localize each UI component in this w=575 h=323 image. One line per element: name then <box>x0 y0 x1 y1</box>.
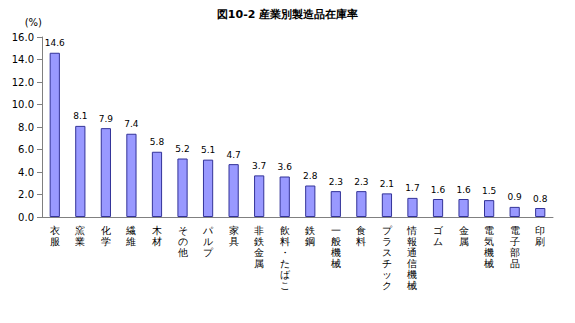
svg-text:の: の <box>178 236 188 247</box>
svg-text:料: 料 <box>280 236 290 247</box>
svg-text:ル: ル <box>203 236 213 247</box>
svg-text:通: 通 <box>407 247 417 258</box>
svg-text:5.2: 5.2 <box>175 144 189 154</box>
svg-text:2.3: 2.3 <box>354 177 368 187</box>
svg-text:8.0: 8.0 <box>18 122 34 133</box>
svg-text:電: 電 <box>510 225 520 236</box>
svg-text:情: 情 <box>406 225 417 236</box>
svg-text:1.7: 1.7 <box>405 183 419 193</box>
svg-text:ク: ク <box>382 280 392 291</box>
svg-text:2.0: 2.0 <box>18 189 34 200</box>
svg-text:繊: 繊 <box>125 225 136 236</box>
svg-text:プ: プ <box>382 225 393 236</box>
svg-text:ム: ム <box>433 236 443 247</box>
svg-text:部: 部 <box>510 247 520 258</box>
svg-text:子: 子 <box>510 236 520 247</box>
svg-text:2.1: 2.1 <box>380 179 394 189</box>
svg-text:業: 業 <box>75 236 85 247</box>
svg-text:た: た <box>280 258 290 269</box>
svg-text:鉄: 鉄 <box>254 236 264 247</box>
svg-text:木: 木 <box>152 225 162 236</box>
svg-text:4.7: 4.7 <box>226 150 240 160</box>
svg-text:ッ: ッ <box>382 269 392 280</box>
svg-text:5.1: 5.1 <box>201 145 215 155</box>
svg-text:こ: こ <box>280 280 290 291</box>
svg-text:(%): (%) <box>25 17 42 28</box>
svg-text:学: 学 <box>101 236 111 247</box>
svg-text:0.0: 0.0 <box>18 212 34 223</box>
svg-text:16.0: 16.0 <box>12 32 34 43</box>
svg-text:械: 械 <box>331 258 341 269</box>
svg-text:0.8: 0.8 <box>533 194 548 204</box>
svg-text:機: 機 <box>331 247 341 258</box>
svg-text:具: 具 <box>229 236 239 247</box>
svg-text:鋼: 鋼 <box>305 236 315 247</box>
svg-text:非: 非 <box>254 225 264 236</box>
svg-text:そ: そ <box>178 225 188 236</box>
svg-text:服: 服 <box>50 236 60 247</box>
svg-text:14.6: 14.6 <box>45 38 65 48</box>
svg-text:チ: チ <box>382 258 392 269</box>
svg-text:属: 属 <box>254 258 264 269</box>
svg-text:化: 化 <box>101 225 111 236</box>
svg-text:信: 信 <box>407 258 417 269</box>
svg-text:品: 品 <box>510 258 520 269</box>
svg-text:ゴ: ゴ <box>433 225 444 236</box>
svg-text:材: 材 <box>151 236 162 247</box>
svg-text:図10-2 産業別製造品在庫率: 図10-2 産業別製造品在庫率 <box>217 8 358 21</box>
svg-text:般: 般 <box>331 236 341 247</box>
svg-text:他: 他 <box>178 247 188 258</box>
svg-text:鉄: 鉄 <box>305 225 315 236</box>
svg-text:械: 械 <box>484 258 494 269</box>
svg-text:械: 械 <box>407 280 417 291</box>
svg-text:気: 気 <box>484 236 494 247</box>
svg-text:8.1: 8.1 <box>73 111 87 121</box>
svg-text:5.8: 5.8 <box>150 137 165 147</box>
svg-text:金: 金 <box>459 225 469 236</box>
svg-text:6.0: 6.0 <box>18 144 34 155</box>
svg-text:2.8: 2.8 <box>303 171 318 181</box>
svg-text:衣: 衣 <box>50 225 60 236</box>
svg-text:プ: プ <box>203 247 214 258</box>
svg-text:食: 食 <box>356 225 366 236</box>
svg-text:3.6: 3.6 <box>278 162 293 172</box>
svg-text:ス: ス <box>382 247 392 258</box>
svg-text:金: 金 <box>254 247 264 258</box>
svg-text:維: 維 <box>125 236 136 247</box>
svg-text:0.9: 0.9 <box>508 192 523 202</box>
svg-text:10.0: 10.0 <box>12 99 34 110</box>
svg-text:パ: パ <box>202 225 214 236</box>
svg-text:1.6: 1.6 <box>431 185 446 195</box>
svg-text:刷: 刷 <box>535 236 545 247</box>
svg-text:報: 報 <box>407 236 417 247</box>
svg-text:4.0: 4.0 <box>18 167 34 178</box>
svg-text:家: 家 <box>229 225 239 236</box>
svg-text:7.9: 7.9 <box>99 114 114 124</box>
svg-text:属: 属 <box>459 236 469 247</box>
svg-text:・: ・ <box>280 247 290 258</box>
svg-text:14.0: 14.0 <box>12 54 34 65</box>
svg-text:3.7: 3.7 <box>252 161 266 171</box>
svg-text:印: 印 <box>535 225 545 236</box>
svg-text:窯: 窯 <box>75 225 85 236</box>
svg-text:機: 機 <box>484 247 494 258</box>
svg-text:一: 一 <box>331 225 341 236</box>
svg-text:7.4: 7.4 <box>124 119 139 129</box>
svg-text:ラ: ラ <box>382 236 392 247</box>
svg-text:料: 料 <box>356 236 366 247</box>
svg-text:飲: 飲 <box>280 225 290 236</box>
svg-text:1.6: 1.6 <box>456 185 471 195</box>
svg-text:電: 電 <box>484 225 494 236</box>
svg-text:機: 機 <box>407 269 417 280</box>
svg-text:12.0: 12.0 <box>12 77 34 88</box>
svg-text:1.5: 1.5 <box>482 186 496 196</box>
svg-text:2.3: 2.3 <box>329 177 343 187</box>
svg-text:ば: ば <box>280 269 291 280</box>
